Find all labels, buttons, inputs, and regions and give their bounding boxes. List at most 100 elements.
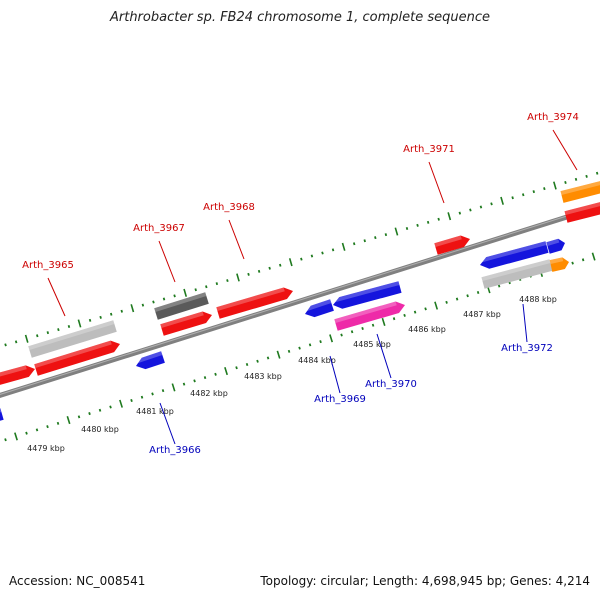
minor-tick (88, 412, 91, 416)
minor-tick (321, 251, 324, 255)
gene-arrow-darkgray[interactable] (154, 292, 209, 320)
gene-arrow-red[interactable] (216, 287, 293, 319)
minor-tick (392, 317, 396, 321)
kbp-label: 4484 kbp (298, 356, 336, 365)
minor-tick (571, 261, 574, 265)
minor-tick (319, 340, 322, 344)
minor-tick (141, 303, 145, 307)
gene-label[interactable]: Arth_3968 (203, 202, 255, 213)
kbp-label: 4486 kbp (408, 325, 446, 334)
gene-arrow-red[interactable] (564, 201, 600, 223)
minor-tick (424, 307, 427, 311)
gene-arrow-red[interactable] (34, 340, 120, 376)
minor-tick (574, 177, 578, 181)
gene-label[interactable]: Arth_3966 (149, 445, 201, 456)
minor-tick (245, 362, 249, 366)
minor-tick (266, 356, 270, 360)
major-tick (77, 319, 82, 328)
minor-tick (194, 288, 197, 292)
kbp-scale-labels: 4479 kbp 4480 kbp 4481 kbp 4482 kbp 4483 kbp… (27, 295, 557, 453)
label-leader-line (158, 240, 176, 283)
genome-summary-text: Topology: circular; Length: 4,698,945 bp… (260, 574, 590, 588)
gene-label[interactable]: Arth_3970 (365, 379, 417, 390)
minor-tick (235, 366, 238, 370)
major-tick (591, 252, 596, 261)
chromosome-backbone (0, 203, 600, 399)
minor-tick (120, 309, 123, 313)
minor-tick (205, 285, 208, 289)
gene-label[interactable]: Arth_3974 (527, 112, 579, 123)
minor-tick (300, 257, 303, 261)
minor-tick (193, 379, 196, 383)
minor-tick (140, 395, 144, 399)
gene-label[interactable]: Arth_3972 (501, 343, 553, 354)
map-title: Arthrobacter sp. FB24 chromosome 1, comp… (109, 10, 491, 25)
gene-arrow-gray[interactable] (28, 320, 117, 358)
major-tick (24, 334, 29, 343)
gene-arrow-blue[interactable] (0, 408, 4, 422)
minor-tick (67, 325, 71, 329)
minor-tick (466, 294, 469, 298)
major-tick (171, 383, 176, 392)
label-leader-line (159, 402, 176, 445)
minor-tick (35, 428, 39, 432)
gene-arrow-red[interactable] (434, 235, 470, 255)
minor-tick (476, 291, 480, 295)
gene-arrow-red[interactable] (0, 365, 35, 385)
minor-tick (340, 333, 343, 337)
label-leader-line (552, 129, 578, 171)
minor-tick (458, 211, 462, 215)
minor-tick (152, 300, 155, 304)
minor-tick (256, 359, 259, 363)
gene-label[interactable]: Arth_3967 (133, 223, 185, 234)
minor-tick (384, 233, 388, 237)
minor-tick (350, 330, 354, 334)
forward-strand-ticks (4, 171, 599, 347)
minor-tick (4, 343, 7, 347)
minor-tick (161, 389, 165, 393)
major-tick (434, 301, 439, 310)
gene-arrow-blue[interactable] (478, 241, 549, 269)
major-tick (381, 317, 386, 327)
kbp-label: 4485 kbp (353, 340, 391, 349)
gene-arrow-orange[interactable] (549, 257, 569, 272)
minor-tick (352, 242, 356, 246)
minor-tick (109, 405, 112, 409)
gene-arrow-orange[interactable] (560, 180, 600, 203)
major-tick (553, 181, 557, 190)
kbp-label: 4488 kbp (519, 295, 557, 304)
minor-tick (173, 294, 176, 298)
major-tick (66, 416, 71, 425)
gene-arrow-blue[interactable] (134, 351, 165, 370)
label-leader-line (376, 333, 392, 379)
minor-tick (511, 196, 514, 200)
gene-arrow-gray[interactable] (481, 259, 553, 289)
minor-tick (57, 328, 60, 332)
gene-arrow-red[interactable] (160, 311, 212, 336)
minor-tick (403, 313, 406, 317)
minor-tick (455, 297, 459, 301)
gene-label[interactable]: Arth_3965 (22, 260, 74, 271)
gene-arrow-blue[interactable] (546, 238, 565, 254)
gene-arrow-blue[interactable] (303, 299, 334, 318)
minor-tick (363, 239, 366, 243)
minor-tick (99, 315, 102, 319)
major-tick (224, 366, 229, 376)
major-tick (500, 196, 504, 205)
gene-arrow-magenta[interactable] (334, 301, 405, 331)
kbp-label: 4487 kbp (463, 310, 501, 319)
minor-tick (203, 376, 207, 380)
minor-tick (416, 223, 419, 227)
gene-label[interactable]: Arth_3969 (314, 394, 366, 405)
minor-tick (46, 331, 50, 335)
minor-tick (585, 174, 588, 178)
gene-arrow-blue[interactable] (331, 281, 402, 309)
minor-tick (25, 431, 28, 435)
major-tick (341, 242, 346, 251)
reverse-strand-ticks (4, 252, 596, 442)
minor-tick (56, 421, 60, 425)
accession-text: Accession: NC_008541 (9, 574, 146, 588)
gene-label[interactable]: Arth_3971 (403, 144, 455, 155)
major-tick (130, 304, 135, 313)
